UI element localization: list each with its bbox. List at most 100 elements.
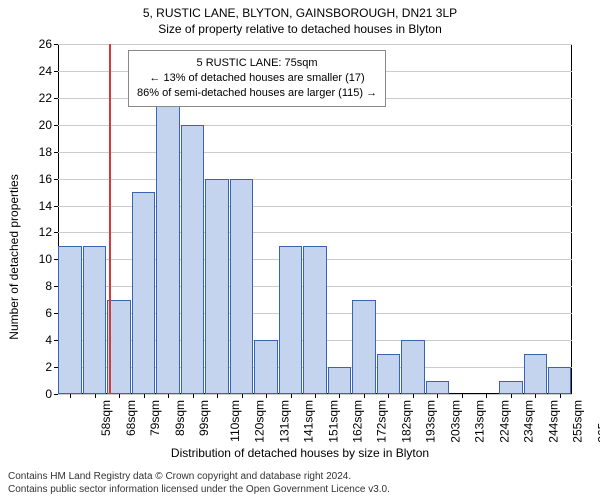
xtick-label: 265sqm — [595, 400, 600, 443]
xtick-mark — [315, 394, 316, 398]
bar — [58, 246, 81, 394]
xtick-mark — [437, 394, 438, 398]
xtick-mark — [70, 394, 71, 398]
bar — [524, 354, 547, 394]
xtick-label: 120sqm — [253, 400, 267, 443]
info-box-line: 86% of semi-detached houses are larger (… — [137, 86, 377, 101]
footer-credits: Contains HM Land Registry data © Crown c… — [8, 471, 390, 496]
info-box: 5 RUSTIC LANE: 75sqm← 13% of detached ho… — [128, 50, 386, 107]
ytick-mark — [54, 179, 58, 180]
xtick-mark — [462, 394, 463, 398]
plot-area: 0246810121416182022242658sqm68sqm79sqm89… — [58, 44, 572, 394]
ytick-mark — [54, 206, 58, 207]
info-box-line: ← 13% of detached houses are smaller (17… — [137, 71, 377, 86]
bar — [254, 340, 277, 394]
xtick-mark — [95, 394, 96, 398]
xtick-mark — [560, 394, 561, 398]
bar — [156, 98, 179, 394]
x-axis-label: Distribution of detached houses by size … — [0, 446, 600, 460]
gridline — [58, 152, 572, 153]
xtick-mark — [364, 394, 365, 398]
bar — [352, 300, 375, 394]
xtick-label: 99sqm — [197, 400, 211, 436]
xtick-label: 58sqm — [99, 400, 113, 436]
xtick-label: 79sqm — [148, 400, 162, 436]
bar — [499, 381, 522, 394]
ytick-label: 12 — [39, 225, 52, 239]
bar — [377, 354, 400, 394]
ytick-mark — [54, 340, 58, 341]
footer-line-2: Contains public sector information licen… — [8, 484, 390, 497]
ytick-label: 4 — [45, 333, 52, 347]
ytick-mark — [54, 259, 58, 260]
ytick-label: 8 — [45, 279, 52, 293]
xtick-mark — [168, 394, 169, 398]
footer-line-1: Contains HM Land Registry data © Crown c… — [8, 471, 390, 484]
ytick-label: 2 — [45, 360, 52, 374]
ytick-label: 6 — [45, 306, 52, 320]
ytick-mark — [54, 71, 58, 72]
xtick-label: 131sqm — [277, 400, 291, 443]
ytick-label: 0 — [45, 387, 52, 401]
ytick-mark — [54, 98, 58, 99]
xtick-label: 234sqm — [522, 400, 536, 443]
xtick-mark — [266, 394, 267, 398]
ytick-mark — [54, 125, 58, 126]
ytick-mark — [54, 367, 58, 368]
ytick-mark — [54, 232, 58, 233]
bar — [83, 246, 106, 394]
bar — [303, 246, 326, 394]
ytick-label: 16 — [39, 172, 52, 186]
xtick-label: 89sqm — [173, 400, 187, 436]
ytick-mark — [54, 394, 58, 395]
bar — [230, 179, 253, 394]
reference-line — [109, 44, 111, 394]
bar — [426, 381, 449, 394]
xtick-label: 213sqm — [473, 400, 487, 443]
xtick-mark — [388, 394, 389, 398]
xtick-mark — [144, 394, 145, 398]
ytick-label: 24 — [39, 64, 52, 78]
ytick-label: 22 — [39, 91, 52, 105]
ytick-label: 26 — [39, 37, 52, 51]
gridline — [58, 44, 572, 45]
xtick-mark — [242, 394, 243, 398]
xtick-mark — [291, 394, 292, 398]
gridline — [58, 125, 572, 126]
bar — [132, 192, 155, 394]
xtick-label: 141sqm — [302, 400, 316, 443]
xtick-mark — [193, 394, 194, 398]
xtick-mark — [535, 394, 536, 398]
bar — [401, 340, 424, 394]
xtick-label: 151sqm — [326, 400, 340, 443]
xtick-mark — [339, 394, 340, 398]
ytick-label: 10 — [39, 252, 52, 266]
ytick-mark — [54, 44, 58, 45]
xtick-mark — [217, 394, 218, 398]
bar — [181, 125, 204, 394]
bar — [279, 246, 302, 394]
xtick-mark — [486, 394, 487, 398]
xtick-label: 68sqm — [124, 400, 138, 436]
xtick-mark — [119, 394, 120, 398]
chart-title: 5, RUSTIC LANE, BLYTON, GAINSBOROUGH, DN… — [0, 6, 600, 20]
xtick-mark — [511, 394, 512, 398]
xtick-label: 162sqm — [351, 400, 365, 443]
ytick-mark — [54, 313, 58, 314]
bar — [548, 367, 571, 394]
bar — [328, 367, 351, 394]
xtick-label: 110sqm — [227, 400, 241, 442]
ytick-label: 20 — [39, 118, 52, 132]
chart-subtitle: Size of property relative to detached ho… — [0, 22, 600, 36]
gridline — [58, 179, 572, 180]
y-axis-label: Number of detached properties — [7, 174, 21, 339]
xtick-label: 172sqm — [375, 400, 389, 443]
xtick-label: 224sqm — [498, 400, 512, 443]
bar — [205, 179, 228, 394]
ytick-mark — [54, 286, 58, 287]
xtick-mark — [413, 394, 414, 398]
ytick-mark — [54, 152, 58, 153]
xtick-label: 182sqm — [400, 400, 414, 443]
info-box-line: 5 RUSTIC LANE: 75sqm — [137, 56, 377, 71]
xtick-label: 193sqm — [424, 400, 438, 443]
